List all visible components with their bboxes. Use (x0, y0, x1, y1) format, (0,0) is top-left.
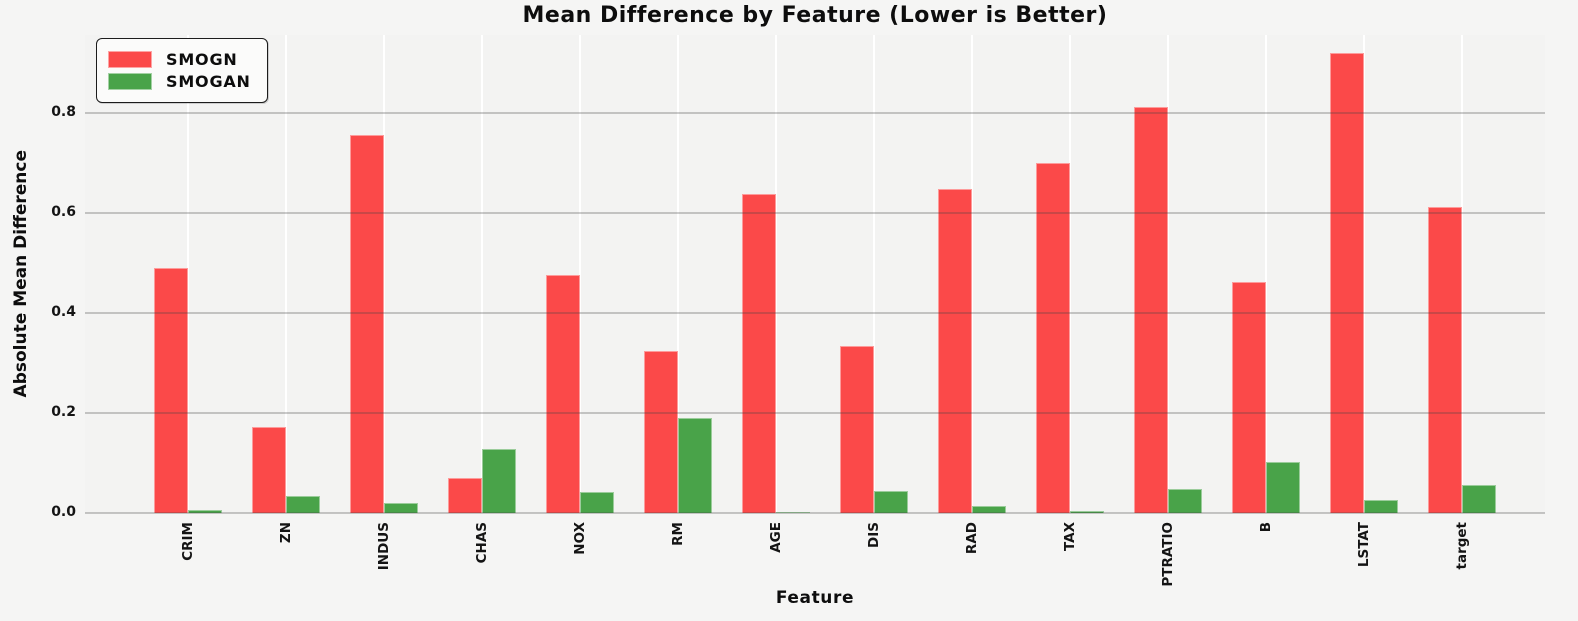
v-gridline-lstat (1363, 35, 1365, 513)
v-gridline-dis (873, 35, 875, 513)
x-tick-label-rad: RAD (964, 522, 980, 555)
x-tick-label-tax: TAX (1062, 522, 1078, 552)
bar-smogan-dis (874, 491, 908, 513)
v-gridline-rad (971, 35, 973, 513)
chart-title: Mean Difference by Feature (Lower is Bet… (522, 3, 1108, 28)
bar-smogn-zn (252, 427, 286, 513)
legend-label-smogan: SMOGAN (166, 72, 251, 91)
bar-smogan-rad (972, 506, 1006, 513)
y-tick-label-0.6: 0.6 (51, 204, 76, 220)
x-tick-label-ptratio: PTRATIO (1160, 522, 1176, 587)
bar-smogn-ptratio (1134, 107, 1168, 513)
bar-smogan-target (1462, 485, 1496, 513)
x-tick-label-crim: CRIM (180, 522, 196, 561)
bar-smogan-crim (188, 510, 222, 513)
v-gridline-tax (1069, 35, 1071, 513)
bar-smogn-rm (644, 351, 678, 513)
y-tick-label-0.8: 0.8 (51, 104, 76, 120)
bar-smogn-indus (350, 135, 384, 513)
y-axis-label: Absolute Mean Difference (11, 150, 31, 398)
v-gridline-rm (677, 35, 679, 513)
bar-smogn-crim (154, 268, 188, 513)
x-tick-label-lstat: LSTAT (1356, 522, 1372, 568)
bar-smogan-b (1266, 462, 1300, 513)
bar-smogn-age (742, 194, 776, 513)
bar-smogn-b (1232, 282, 1266, 513)
legend-label-smogn: SMOGN (166, 50, 238, 69)
legend-swatch-smogan (108, 73, 152, 90)
v-gridline-b (1265, 35, 1267, 513)
bar-smogan-nox (580, 492, 614, 513)
x-tick-label-b: B (1258, 522, 1274, 533)
y-tick-label-0.0: 0.0 (51, 504, 76, 520)
x-tick-label-dis: DIS (866, 522, 882, 548)
bar-smogn-rad (938, 189, 972, 513)
x-tick-label-chas: CHAS (474, 522, 490, 564)
bar-smogn-nox (546, 275, 580, 513)
legend: SMOGN SMOGAN (96, 38, 268, 103)
v-gridline-target (1461, 35, 1463, 513)
v-gridline-nox (579, 35, 581, 513)
h-gridline-0.6 (85, 212, 1545, 214)
v-gridline-ptratio (1167, 35, 1169, 513)
y-tick-label-0.2: 0.2 (51, 404, 76, 420)
x-tick-label-nox: NOX (572, 522, 588, 555)
legend-item-smogn: SMOGN (108, 50, 251, 69)
v-gridline-chas (481, 35, 483, 513)
bar-smogn-chas (448, 478, 482, 513)
h-gridline-0.8 (85, 112, 1545, 114)
bar-smogn-dis (840, 346, 874, 513)
plot-area (85, 35, 1545, 514)
bar-smogn-target (1428, 207, 1462, 513)
bar-smogan-indus (384, 503, 418, 513)
v-gridline-age (775, 35, 777, 513)
bar-smogn-tax (1036, 163, 1070, 513)
bar-smogan-chas (482, 449, 516, 513)
x-axis-label: Feature (775, 588, 855, 608)
h-gridline-0.2 (85, 412, 1545, 414)
x-tick-label-target: target (1454, 522, 1470, 570)
bar-smogan-zn (286, 496, 320, 513)
bar-smogan-rm (678, 418, 712, 513)
x-tick-label-zn: ZN (278, 522, 294, 544)
h-gridline-0.4 (85, 312, 1545, 314)
h-gridline-0.0 (85, 512, 1545, 514)
bar-smogan-tax (1070, 511, 1104, 513)
v-gridline-crim (187, 35, 189, 513)
y-tick-label-0.4: 0.4 (51, 304, 76, 320)
x-tick-label-indus: INDUS (376, 522, 392, 571)
v-gridline-zn (285, 35, 287, 513)
x-tick-label-age: AGE (768, 522, 784, 553)
legend-item-smogan: SMOGAN (108, 72, 251, 91)
bar-smogan-lstat (1364, 500, 1398, 513)
v-gridline-indus (383, 35, 385, 513)
bar-smogan-age (776, 512, 810, 513)
bar-smogn-lstat (1330, 53, 1364, 513)
legend-swatch-smogn (108, 51, 152, 68)
x-tick-label-rm: RM (670, 522, 686, 546)
bar-smogan-ptratio (1168, 489, 1202, 513)
